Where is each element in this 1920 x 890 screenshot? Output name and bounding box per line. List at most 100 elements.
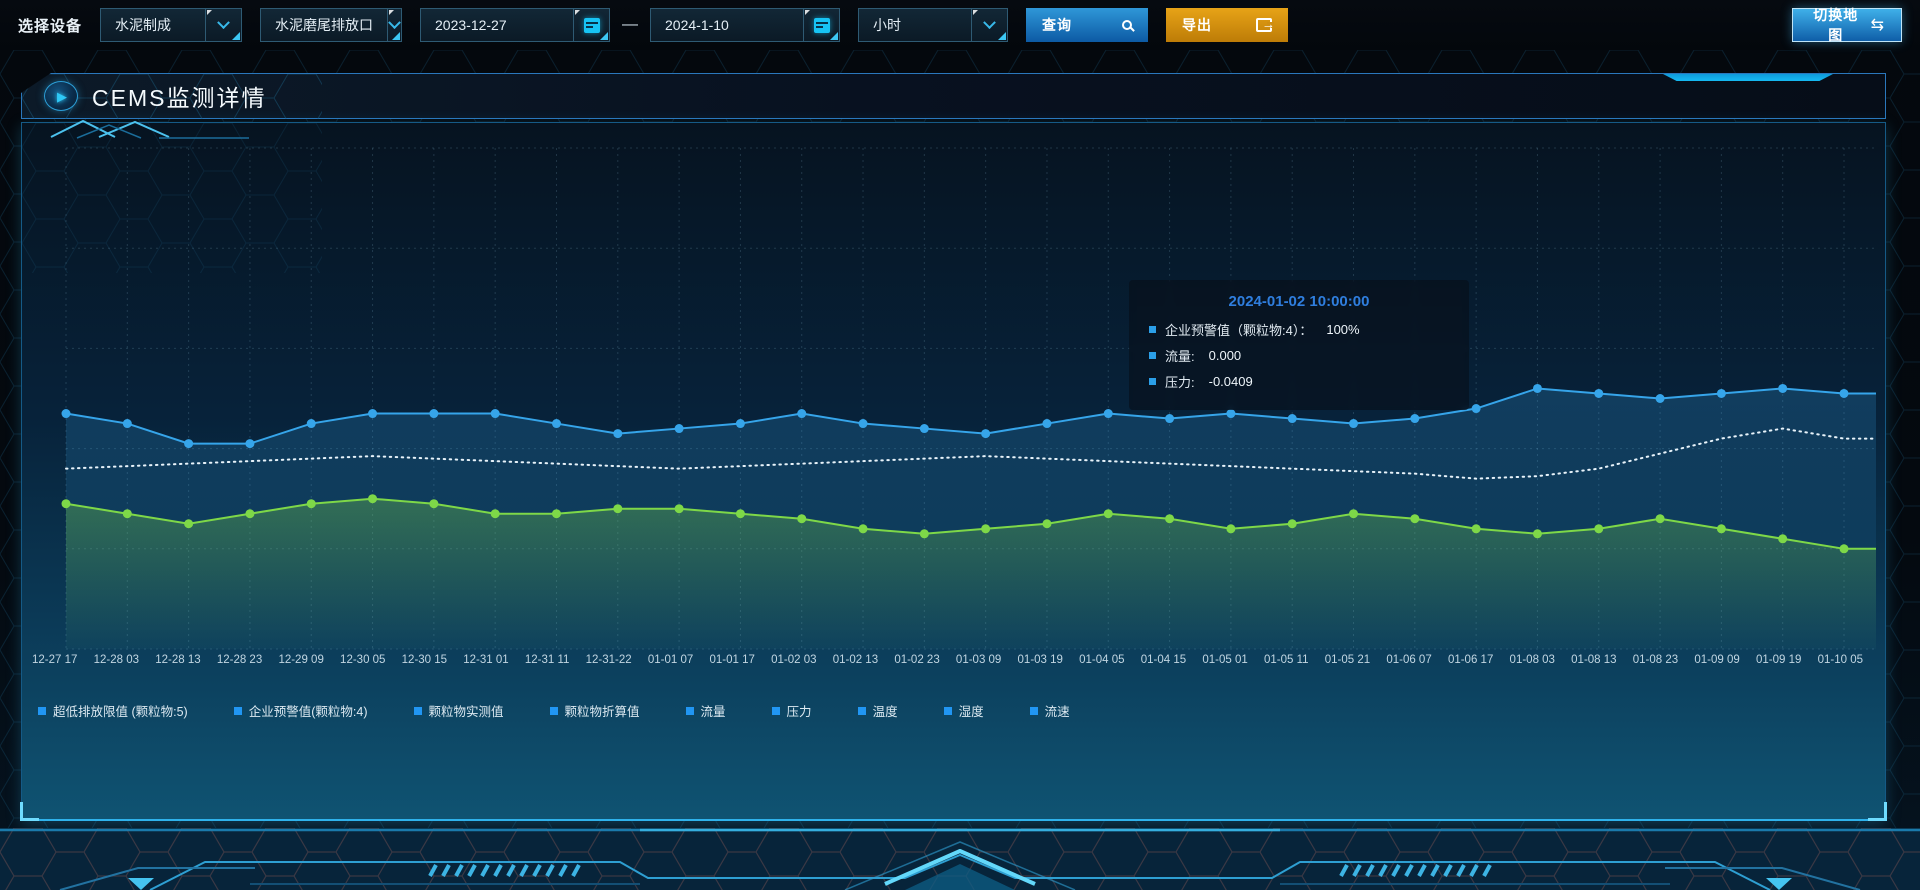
- legend-item[interactable]: 颗粒物折算值: [549, 701, 640, 720]
- tooltip-series-marker-icon: [1149, 352, 1156, 359]
- header-notch-accent: [1663, 74, 1833, 81]
- legend-item[interactable]: 压力: [771, 701, 812, 720]
- chart-panel-body: 12-27 17 12-28 03 12-28 13 12-28 23 12-29 09…: [20, 122, 1887, 822]
- x-axis-label: 12-27 17: [32, 654, 78, 666]
- chart-tooltip: 2024-01-02 10:00:00 企业预警值（颗粒物:4）： 100% 流量:…: [1129, 280, 1469, 410]
- play-triangle-icon: ▶: [57, 88, 67, 104]
- legend-marker-icon: [413, 706, 422, 715]
- device-select-label: 选择设备: [18, 17, 83, 35]
- interval-select-value: 小时: [873, 17, 902, 33]
- tooltip-series-marker-icon: [1149, 378, 1156, 385]
- x-axis-label: 12-31-22: [585, 654, 632, 666]
- play-icon[interactable]: ▶: [44, 81, 78, 111]
- tooltip-timestamp: 2024-01-02 10:00:00: [1228, 293, 1370, 310]
- toolbar: 选择设备 水泥制成 水泥磨尾排放口 2023-12-27: [0, 0, 1920, 50]
- legend-item[interactable]: 流量: [685, 701, 726, 720]
- process-select-value: 水泥制成: [115, 17, 172, 33]
- x-axis-label: 01-02 23: [894, 654, 940, 666]
- start-date-value: 2023-12-27: [435, 17, 507, 33]
- legend-label: 企业预警值(颗粒物:4): [248, 705, 368, 719]
- tooltip-series-value: -0.0409: [1208, 374, 1253, 389]
- legend-item[interactable]: 湿度: [943, 701, 984, 720]
- legend-label: 湿度: [958, 705, 984, 719]
- corner-accent: [830, 32, 839, 40]
- interval-select[interactable]: 小时: [858, 8, 1009, 42]
- legend-item[interactable]: 温度: [857, 701, 898, 720]
- x-axis-label: 12-28 13: [155, 654, 201, 666]
- corner-accent: [973, 10, 979, 15]
- process-select-chevron-box[interactable]: [205, 9, 241, 41]
- footer-decoration: [0, 828, 1920, 890]
- outlet-select[interactable]: 水泥磨尾排放口: [260, 8, 403, 42]
- x-axis-label: 12-30 15: [401, 654, 448, 666]
- end-date-icon-box[interactable]: [803, 9, 839, 41]
- swap-arrows-icon: ⇆: [1870, 17, 1885, 34]
- x-axis-label: 01-09 19: [1755, 654, 1802, 666]
- x-axis-label: 12-28 03: [93, 654, 140, 666]
- x-axis-label: 12-28 23: [216, 654, 263, 666]
- legend-label: 颗粒物实测值: [428, 705, 504, 719]
- header-zigzag-decoration: [50, 119, 249, 139]
- query-button[interactable]: 查询: [1026, 8, 1149, 42]
- export-icon: [1256, 18, 1275, 32]
- tooltip-series-label: 压力:: [1165, 375, 1195, 390]
- legend-marker-icon: [857, 706, 866, 715]
- panel-header: ▶ CEMS监测详情: [21, 73, 1886, 119]
- legend-marker-icon: [1029, 706, 1038, 715]
- query-button-label: 查询: [1042, 17, 1073, 33]
- legend-label: 流量: [700, 705, 726, 719]
- x-axis-label: 01-06 17: [1447, 654, 1494, 666]
- tooltip-row: 压力: -0.0409: [1149, 372, 1449, 391]
- x-axis-label: 01-08 23: [1632, 654, 1679, 666]
- corner-accent: [392, 32, 401, 40]
- corner-accent: [600, 32, 609, 40]
- chart-legend: 超低排放限值 (颗粒物:5) 企业预警值(颗粒物:4) 颗粒物实测值 颗粒物折算值 流量…: [38, 701, 1070, 720]
- calendar-icon: [813, 17, 830, 33]
- outlet-select-chevron-box[interactable]: [387, 9, 401, 41]
- corner-accent: [232, 32, 241, 40]
- legend-label: 流速: [1044, 705, 1070, 719]
- end-date-value: 2024-1-10: [665, 17, 729, 33]
- interval-select-chevron-box[interactable]: [971, 9, 1007, 41]
- tooltip-rows: 企业预警值（颗粒物:4）： 100% 流量: 0.000 压力: -0.0409: [1149, 320, 1449, 391]
- switch-map-button[interactable]: 切换地图 ⇆: [1792, 7, 1902, 43]
- tooltip-series-marker-icon: [1149, 326, 1156, 333]
- tooltip-series-value: 100%: [1326, 322, 1360, 337]
- tooltip-series-label: 流量:: [1165, 349, 1195, 364]
- end-date-picker[interactable]: 2024-1-10: [650, 8, 841, 42]
- legend-marker-icon: [38, 706, 46, 715]
- panel-title: CEMS监测详情: [92, 85, 267, 111]
- export-button[interactable]: 导出: [1166, 8, 1289, 42]
- x-axis-label: 12-31 01: [463, 654, 509, 666]
- cems-chart[interactable]: [22, 123, 1885, 822]
- x-axis-label: 12-31 11: [524, 654, 570, 666]
- process-select[interactable]: 水泥制成: [100, 8, 243, 42]
- start-date-picker[interactable]: 2023-12-27: [420, 8, 611, 42]
- corner-accent: [207, 10, 213, 15]
- legend-item[interactable]: 流速: [1029, 701, 1070, 720]
- start-date-icon-box[interactable]: [573, 9, 609, 41]
- legend-item[interactable]: 颗粒物实测值: [413, 701, 504, 720]
- x-axis-label: 01-03 19: [1017, 654, 1063, 666]
- x-axis-label: 01-04 05: [1079, 654, 1125, 666]
- legend-item[interactable]: 超低排放限值 (颗粒物:5): [38, 701, 188, 720]
- x-axis-label: 01-01 17: [709, 654, 755, 666]
- corner-accent: [998, 32, 1007, 40]
- x-axis-label: 01-05 21: [1324, 654, 1371, 666]
- x-axis-label: 12-30 05: [340, 654, 386, 666]
- panel-hex-pattern: [22, 123, 322, 273]
- cems-panel: ▶ CEMS监测详情 12-27 17 12-28 03 12-28 13 12-28…: [20, 73, 1887, 822]
- x-axis: 12-27 17 12-28 03 12-28 13 12-28 23 12-29 09…: [32, 654, 1863, 666]
- chevron-down-icon: [983, 15, 996, 29]
- legend-label: 颗粒物折算值: [564, 705, 640, 719]
- search-icon: [1122, 20, 1133, 30]
- corner-accent: [805, 10, 811, 15]
- x-axis-label: 01-08 13: [1571, 654, 1617, 666]
- legend-label: 温度: [872, 705, 898, 719]
- x-axis-label: 01-05 11: [1263, 654, 1309, 666]
- x-axis-label: 01-09 09: [1694, 654, 1740, 666]
- legend-item[interactable]: 企业预警值(颗粒物:4): [233, 701, 368, 720]
- outlet-select-value: 水泥磨尾排放口: [275, 17, 374, 33]
- x-axis-label: 01-03 09: [955, 654, 1002, 666]
